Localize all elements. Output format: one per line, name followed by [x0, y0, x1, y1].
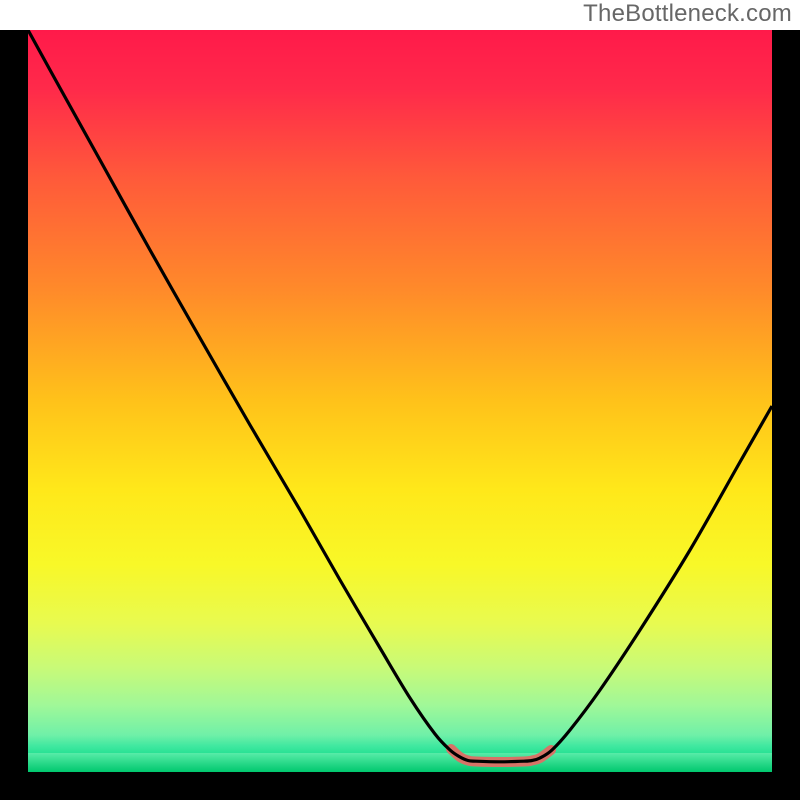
watermark-text: TheBottleneck.com	[583, 0, 792, 28]
green-band	[28, 753, 772, 772]
bottleneck-chart	[0, 30, 800, 800]
chart-container: TheBottleneck.com	[0, 0, 800, 800]
border-bottom	[0, 772, 800, 800]
border-right	[772, 30, 800, 800]
border-left	[0, 30, 28, 800]
gradient-background	[28, 30, 772, 772]
